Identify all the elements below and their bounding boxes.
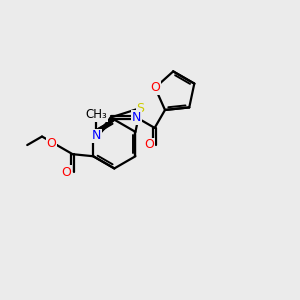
Text: O: O xyxy=(46,137,56,150)
Text: CH₃: CH₃ xyxy=(85,108,107,121)
Text: S: S xyxy=(136,101,145,115)
Text: N: N xyxy=(92,130,101,142)
Text: O: O xyxy=(150,81,160,94)
Text: N: N xyxy=(132,111,141,124)
Text: O: O xyxy=(144,139,154,152)
Text: O: O xyxy=(61,166,71,179)
